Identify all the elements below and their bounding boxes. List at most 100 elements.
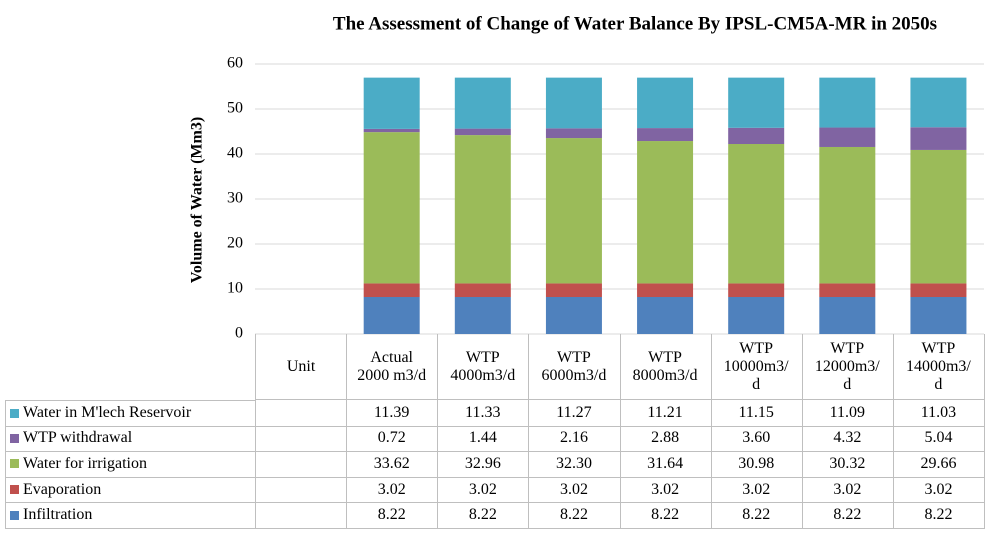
table-value-cell: 3.60 <box>710 425 803 453</box>
bar-segment <box>637 128 694 142</box>
bar-segment <box>910 283 967 298</box>
bar-segment <box>363 128 420 133</box>
bar-segment <box>637 297 694 334</box>
bar-segment <box>910 127 967 150</box>
table-header-cell: Unit <box>255 334 348 400</box>
table-value-cell: 11.21 <box>619 400 712 427</box>
chart-title: The Assessment of Change of Water Balanc… <box>333 13 937 34</box>
table-header-cell: WTP 12000m3/ d <box>801 334 894 400</box>
bar-segment <box>545 77 602 129</box>
bar-segment <box>637 283 694 298</box>
legend-swatch <box>10 510 19 520</box>
bar-segment <box>728 144 785 284</box>
legend-label: WTP withdrawal <box>23 429 133 447</box>
table-value-cell: 11.03 <box>892 400 985 427</box>
table-value-cell: 5.04 <box>892 425 985 453</box>
bar-segment <box>910 297 967 334</box>
bar-segment <box>728 127 785 145</box>
legend-cell: Evaporation <box>5 476 256 504</box>
bar-segment <box>454 297 511 334</box>
legend-cell: Infiltration <box>5 502 256 529</box>
table-header-cell: WTP 8000m3/d <box>619 334 712 400</box>
table-value-cell: 4.32 <box>801 425 894 453</box>
legend-cell: Water in M'lech Reservoir <box>5 400 256 427</box>
legend-swatch <box>10 485 19 495</box>
legend-cell: Water for irrigation <box>5 451 256 478</box>
bar-segment <box>454 283 511 298</box>
legend-swatch <box>10 459 19 469</box>
legend-label: Water for irrigation <box>23 454 147 472</box>
legend-swatch <box>10 408 19 418</box>
table-value-cell: 11.15 <box>710 400 803 427</box>
table-value-cell: 2.16 <box>528 425 621 453</box>
table-value-cell: 3.02 <box>801 476 894 504</box>
table-value-cell <box>255 502 348 529</box>
bar-segment <box>363 77 420 129</box>
table-value-cell: 1.44 <box>437 425 530 453</box>
table-value-cell: 3.02 <box>619 476 712 504</box>
table-value-cell: 8.22 <box>892 502 985 529</box>
table-value-cell: 11.33 <box>437 400 530 427</box>
table-value-cell: 30.98 <box>710 451 803 478</box>
table-value-cell: 11.27 <box>528 400 621 427</box>
table-value-cell <box>255 425 348 453</box>
table-value-cell <box>255 476 348 504</box>
bar-segment <box>819 297 876 334</box>
table-value-cell: 30.32 <box>801 451 894 478</box>
table-header-cell: WTP 14000m3/ d <box>892 334 985 400</box>
y-tick-label: 60 <box>227 55 243 72</box>
table-value-cell: 11.09 <box>801 400 894 427</box>
legend-label: Evaporation <box>23 480 102 498</box>
bar-segment <box>819 283 876 298</box>
bar-segment <box>819 127 876 147</box>
bar-segment <box>910 77 967 128</box>
y-tick-label: 10 <box>227 280 243 297</box>
y-axis-label: Volume of Water (Mm3) <box>189 117 206 283</box>
y-tick-label: 20 <box>227 235 243 252</box>
table-value-cell: 0.72 <box>346 425 439 453</box>
bar-segment <box>454 128 511 136</box>
bar-segment <box>819 77 876 128</box>
table-header-cell: WTP 10000m3/ d <box>710 334 803 400</box>
table-value-cell <box>255 400 348 427</box>
y-tick-label: 50 <box>227 100 243 117</box>
table-value-cell: 3.02 <box>892 476 985 504</box>
table-value-cell: 31.64 <box>619 451 712 478</box>
table-value-cell: 8.22 <box>801 502 894 529</box>
y-tick-label: 40 <box>227 145 243 162</box>
bar-segment <box>454 77 511 129</box>
bar-segment <box>363 297 420 334</box>
table-value-cell: 8.22 <box>437 502 530 529</box>
table-value-cell: 2.88 <box>619 425 712 453</box>
table-header-cell: WTP 4000m3/d <box>437 334 530 400</box>
table-value-cell <box>255 451 348 478</box>
bar-segment <box>363 132 420 284</box>
table-value-cell: 8.22 <box>528 502 621 529</box>
y-tick-label: 30 <box>227 190 243 207</box>
bar-segment <box>728 283 785 298</box>
bar-segment <box>819 146 876 284</box>
table-value-cell: 3.02 <box>710 476 803 504</box>
y-tick-label: 0 <box>235 325 243 342</box>
table-value-cell: 8.22 <box>710 502 803 529</box>
bar-segment <box>545 283 602 298</box>
bar-segment <box>545 138 602 284</box>
bar-segment <box>637 77 694 129</box>
legend-label: Water in M'lech Reservoir <box>23 404 192 422</box>
bar-segment <box>728 77 785 128</box>
bar-segment <box>545 128 602 139</box>
table-value-cell: 8.22 <box>619 502 712 529</box>
bar-segment <box>728 297 785 334</box>
table-value-cell: 29.66 <box>892 451 985 478</box>
legend-label: Infiltration <box>23 506 93 524</box>
bar-segment <box>637 141 694 284</box>
legend-cell: WTP withdrawal <box>5 425 256 453</box>
table-value-cell: 8.22 <box>346 502 439 529</box>
bar-segment <box>363 283 420 298</box>
bar-segment <box>910 149 967 284</box>
table-value-cell: 33.62 <box>346 451 439 478</box>
table-value-cell: 32.96 <box>437 451 530 478</box>
bar-segment <box>454 135 511 284</box>
